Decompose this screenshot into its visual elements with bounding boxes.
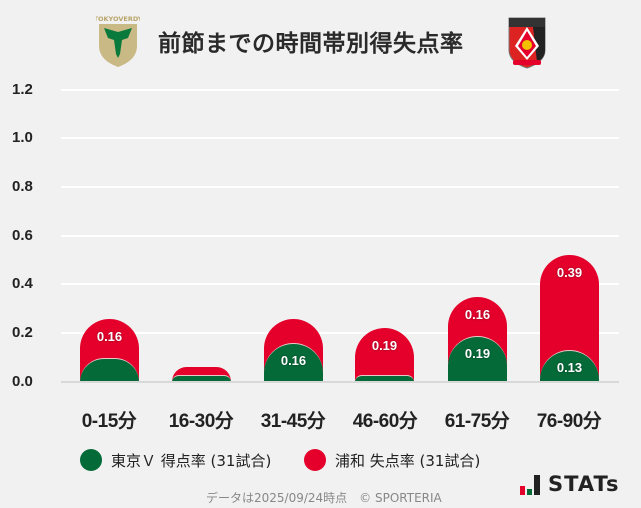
y-tick: 0.8 — [12, 178, 33, 195]
x-tick: 46-60分 — [352, 411, 418, 432]
bar-value-label: 0.16 — [96, 328, 123, 344]
svg-text:TOKYOVERDY: TOKYOVERDY — [96, 15, 140, 23]
legend-label: 浦和 失点率 (31試合) — [335, 451, 481, 470]
x-tick: 76-90分 — [536, 411, 602, 432]
gridline — [61, 283, 619, 285]
y-tick: 1.2 — [12, 81, 33, 98]
chart-title: 前節までの時間帯別得失点率 — [158, 31, 464, 57]
legend-label: 東京Ｖ 得点率 (31試合) — [111, 451, 272, 470]
bar-verdy-scored — [172, 374, 231, 382]
x-tick: 0-15分 — [81, 411, 137, 432]
y-tick: 0.4 — [12, 275, 33, 292]
y-tick: 1.0 — [12, 129, 33, 146]
y-tick: 0.6 — [12, 227, 33, 244]
bar-value-label: 0.19 — [464, 345, 491, 361]
gridline — [61, 186, 619, 188]
green-dot-icon — [80, 449, 102, 471]
verdy-logo: TOKYOVERDY — [94, 14, 143, 68]
legend-item-verdy: 東京Ｖ 得点率 (31試合) — [80, 449, 271, 471]
x-tick: 61-75分 — [444, 411, 510, 432]
stats-brand-text: STATs — [548, 472, 620, 496]
gridline — [61, 137, 619, 139]
gridline — [61, 89, 619, 91]
gridline — [61, 332, 619, 334]
y-tick: 0.0 — [12, 373, 33, 390]
bar-urawa-conceded — [355, 328, 414, 382]
bar-value-label: 0.16 — [280, 352, 307, 368]
red-dot-icon — [304, 449, 326, 471]
bar-value-label: 0.13 — [556, 360, 583, 376]
y-tick: 0.2 — [12, 324, 33, 341]
x-tick: 16-30分 — [168, 411, 234, 432]
bar-verdy-scored — [80, 357, 139, 382]
bar-verdy-scored — [355, 374, 414, 382]
bar-value-label: 0.19 — [371, 338, 398, 354]
data-source-note: データは2025/09/24時点 © SPORTERIA — [206, 491, 442, 505]
stats-bar-icon — [520, 486, 525, 495]
x-axis-line — [61, 381, 619, 383]
bar-value-label: 0.16 — [464, 306, 491, 322]
x-tick: 31-45分 — [260, 411, 326, 432]
gridline — [61, 235, 619, 237]
stats-logo: STATs — [520, 474, 619, 495]
legend-item-urawa: 浦和 失点率 (31試合) — [304, 449, 480, 471]
bar-verdy-scored — [448, 335, 507, 382]
urawa-logo — [505, 14, 549, 70]
stats-bar-icon — [534, 475, 540, 495]
stats-bar-icon — [527, 489, 532, 495]
bar-value-label: 0.39 — [556, 265, 583, 281]
